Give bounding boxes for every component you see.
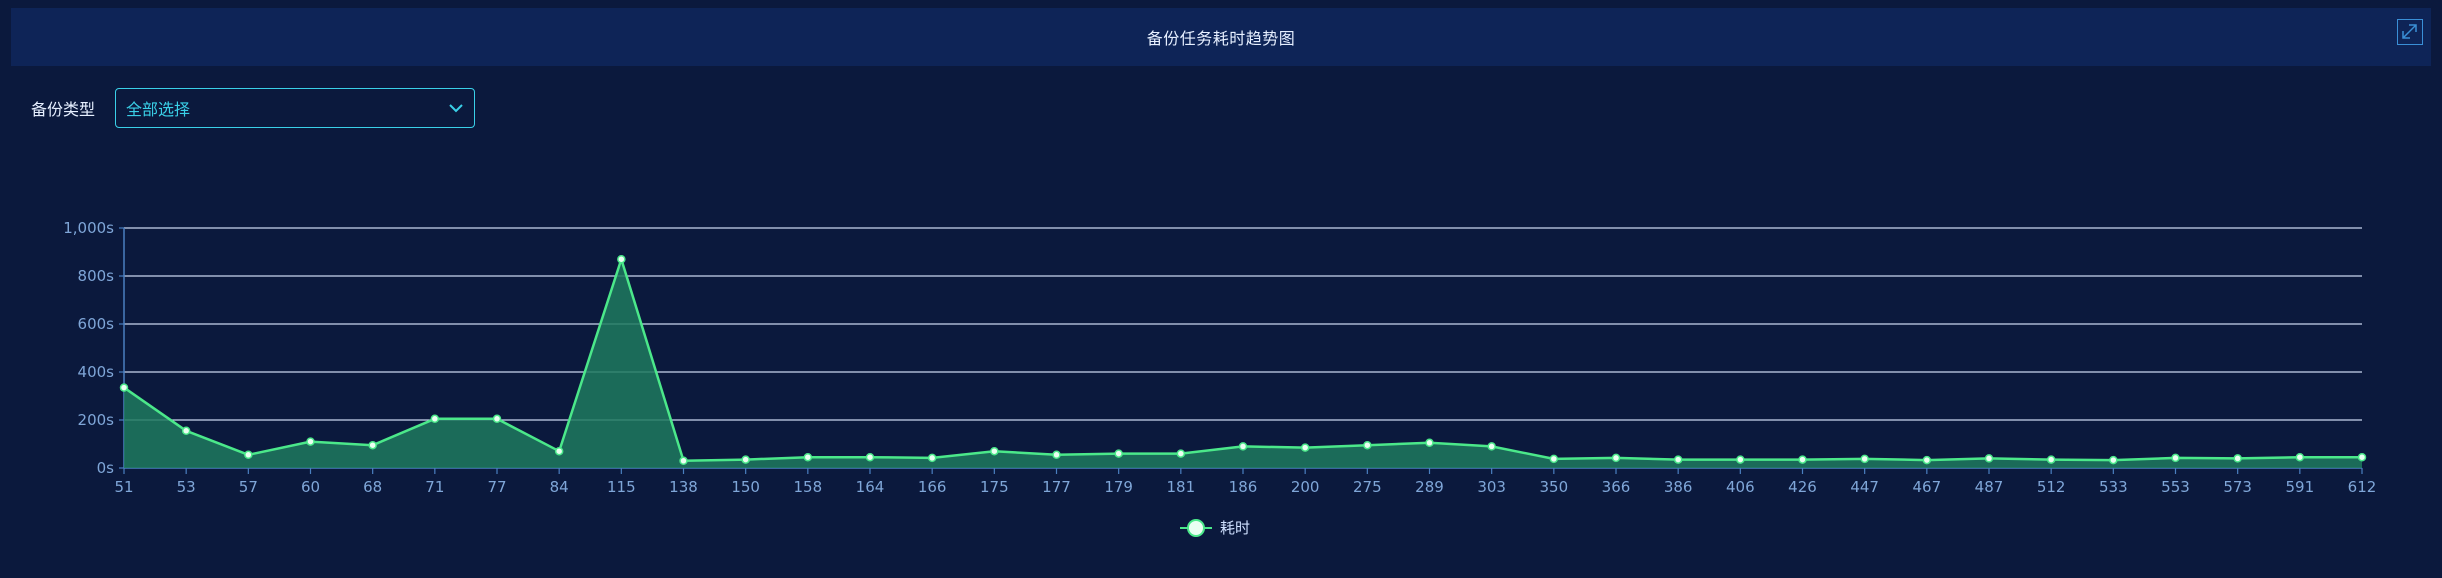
x-tick-label: 138	[669, 478, 698, 496]
x-tick-label: 612	[2348, 478, 2377, 496]
x-tick-label: 467	[1913, 478, 1942, 496]
x-tick-label: 115	[607, 478, 636, 496]
x-tick-label: 426	[1788, 478, 1817, 496]
data-point[interactable]	[617, 254, 626, 264]
trend-chart: 0s 200s 400s 600s 800s 1,000s 51 53 57 60 68 71 77 84…	[63, 219, 2377, 537]
x-tick-label: 553	[2161, 478, 2190, 496]
data-point[interactable]	[2357, 452, 2367, 462]
data-point[interactable]	[1176, 449, 1186, 458]
x-tick-label: 60	[301, 478, 320, 496]
x-tick-label: 77	[487, 478, 506, 496]
data-point[interactable]	[1238, 442, 1248, 451]
data-point[interactable]	[1673, 455, 1683, 464]
data-point[interactable]	[2171, 453, 2180, 463]
x-tick-label: 200	[1291, 478, 1320, 496]
legend-label[interactable]: 耗时	[1220, 519, 1250, 537]
x-tick-label: 164	[856, 478, 885, 496]
data-point[interactable]	[368, 440, 377, 450]
x-tick-label: 447	[1850, 478, 1879, 496]
data-point[interactable]	[554, 446, 564, 456]
data-point[interactable]	[1860, 454, 1869, 464]
series-area	[124, 259, 2362, 468]
y-tick-label: 1,000s	[63, 219, 114, 237]
x-tick-label: 181	[1167, 478, 1196, 496]
y-tick-label: 0s	[97, 459, 115, 477]
x-tick-label: 591	[2286, 478, 2315, 496]
x-tick-label: 51	[114, 478, 133, 496]
x-tick-label: 350	[1540, 478, 1569, 496]
data-point[interactable]	[2109, 455, 2118, 465]
y-tick-label: 800s	[78, 267, 115, 285]
expand-icon[interactable]	[2397, 19, 2423, 45]
chart-header: 备份任务耗时趋势图	[11, 8, 2431, 66]
backup-type-selected-value: 全部选择	[126, 100, 191, 119]
data-point[interactable]	[1300, 443, 1310, 452]
x-tick-label: 386	[1664, 478, 1693, 496]
y-tick-label: 200s	[78, 411, 115, 429]
x-tick-label: 177	[1042, 478, 1071, 496]
data-point[interactable]	[306, 437, 315, 446]
x-tick-label: 512	[2037, 478, 2066, 496]
chart-title: 备份任务耗时趋势图	[1146, 29, 1296, 48]
data-point[interactable]	[865, 452, 875, 462]
x-tick-label: 179	[1104, 478, 1133, 496]
x-tick-label: 366	[1602, 478, 1631, 496]
x-tick-label: 275	[1353, 478, 1382, 496]
x-tick-label: 175	[980, 478, 1009, 496]
x-tick-label: 406	[1726, 478, 1755, 496]
x-tick-label: 533	[2099, 478, 2128, 496]
data-point[interactable]	[2233, 454, 2242, 463]
y-tick-label: 600s	[78, 315, 115, 333]
x-tick-label: 289	[1415, 478, 1444, 496]
data-point[interactable]	[1363, 440, 1372, 450]
chevron-down-icon	[449, 104, 463, 113]
data-point[interactable]	[181, 426, 191, 436]
data-point[interactable]	[2046, 455, 2056, 464]
data-point[interactable]	[244, 450, 253, 460]
backup-type-label: 备份类型	[31, 100, 96, 119]
chart-area: 0s 200s 400s 600s 800s 1,000s 51 53 57 60 68 71 77 84…	[0, 180, 2442, 560]
data-point[interactable]	[1798, 455, 1807, 464]
x-tick-label: 166	[918, 478, 947, 496]
data-point[interactable]	[741, 455, 750, 464]
data-point[interactable]	[1425, 438, 1434, 448]
x-tick-label: 57	[239, 478, 258, 496]
filter-row: 备份类型 全部选择	[31, 88, 476, 128]
x-tick-label: 303	[1477, 478, 1506, 496]
data-point[interactable]	[990, 446, 999, 456]
data-point[interactable]	[1736, 455, 1745, 464]
data-point[interactable]	[679, 456, 688, 466]
x-tick-label: 158	[794, 478, 823, 496]
backup-type-select[interactable]: 全部选择	[115, 88, 476, 128]
legend-marker[interactable]	[1187, 519, 1205, 537]
data-point[interactable]	[1549, 454, 1559, 464]
x-tick-label: 53	[177, 478, 196, 496]
x-tick-label: 487	[1975, 478, 2004, 496]
data-point[interactable]	[430, 414, 440, 424]
y-tick-label: 400s	[78, 363, 115, 381]
data-point[interactable]	[927, 453, 937, 463]
x-tick-label: 71	[425, 478, 444, 496]
data-point[interactable]	[1114, 449, 1123, 458]
x-tick-label: 573	[2223, 478, 2252, 496]
data-point[interactable]	[1984, 454, 1994, 463]
data-point[interactable]	[1922, 455, 1932, 465]
x-tick-label: 68	[363, 478, 382, 496]
data-point[interactable]	[1487, 442, 1496, 451]
data-point[interactable]	[803, 452, 813, 462]
x-tick-label: 150	[731, 478, 760, 496]
data-point[interactable]	[2295, 452, 2305, 462]
data-point[interactable]	[119, 383, 129, 392]
x-tick-label: 186	[1229, 478, 1258, 496]
data-point[interactable]	[1052, 450, 1061, 460]
data-point[interactable]	[492, 414, 502, 424]
data-point[interactable]	[1611, 453, 1621, 463]
x-tick-label: 84	[550, 478, 569, 496]
